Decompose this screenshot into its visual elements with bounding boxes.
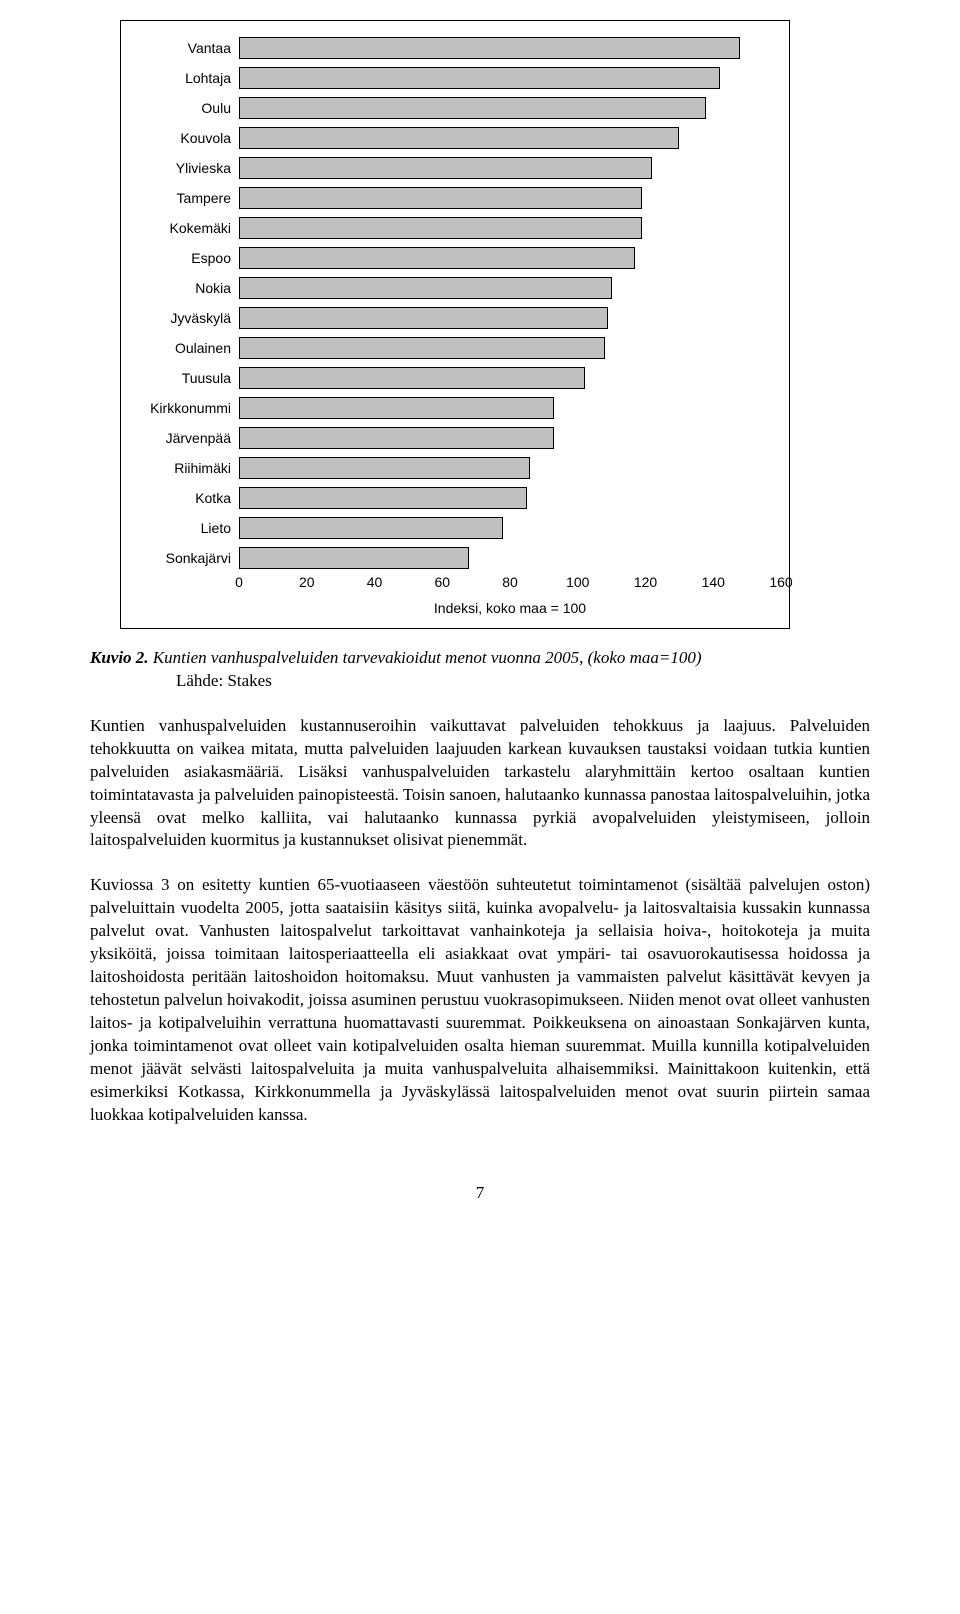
bar-label: Vantaa bbox=[129, 33, 231, 63]
x-tick: 0 bbox=[235, 573, 243, 592]
bar-plot bbox=[239, 453, 781, 483]
bar bbox=[239, 517, 503, 539]
bar bbox=[239, 67, 720, 89]
bar-chart: VantaaLohtajaOuluKouvolaYlivieskaTampere… bbox=[120, 20, 790, 629]
bar-row: Tuusula bbox=[129, 363, 781, 393]
bar bbox=[239, 127, 679, 149]
bar-plot bbox=[239, 333, 781, 363]
bar-label: Kouvola bbox=[129, 123, 231, 153]
bar-plot bbox=[239, 33, 781, 63]
bar-plot bbox=[239, 423, 781, 453]
x-tick: 40 bbox=[367, 573, 383, 592]
bar-row: Kirkkonummi bbox=[129, 393, 781, 423]
x-tick: 100 bbox=[566, 573, 589, 592]
bar-label: Riihimäki bbox=[129, 453, 231, 483]
figure-caption: Kuvio 2. Kuntien vanhuspalveluiden tarve… bbox=[90, 647, 870, 693]
bar bbox=[239, 217, 642, 239]
caption-label: Kuvio 2. bbox=[90, 648, 149, 667]
bar-row: Tampere bbox=[129, 183, 781, 213]
bar-label: Jyväskylä bbox=[129, 303, 231, 333]
bar-label: Kokemäki bbox=[129, 213, 231, 243]
x-tick: 80 bbox=[502, 573, 518, 592]
bar bbox=[239, 367, 585, 389]
bar bbox=[239, 427, 554, 449]
bar-plot bbox=[239, 543, 781, 573]
caption-source: Lähde: Stakes bbox=[176, 670, 870, 693]
bar bbox=[239, 277, 612, 299]
x-tick: 160 bbox=[769, 573, 792, 592]
page-number: 7 bbox=[90, 1182, 870, 1205]
x-tick: 140 bbox=[702, 573, 725, 592]
bar-row: Oulainen bbox=[129, 333, 781, 363]
bar-plot bbox=[239, 363, 781, 393]
x-axis: 020406080100120140160 bbox=[239, 573, 781, 595]
bar-plot bbox=[239, 93, 781, 123]
bar-plot bbox=[239, 273, 781, 303]
bar-label: Tuusula bbox=[129, 363, 231, 393]
bar-label: Nokia bbox=[129, 273, 231, 303]
bar-row: Sonkajärvi bbox=[129, 543, 781, 573]
bar-row: Ylivieska bbox=[129, 153, 781, 183]
bar bbox=[239, 487, 527, 509]
bars-area: VantaaLohtajaOuluKouvolaYlivieskaTampere… bbox=[239, 33, 781, 573]
bar bbox=[239, 157, 652, 179]
x-tick: 60 bbox=[434, 573, 450, 592]
bar-row: Espoo bbox=[129, 243, 781, 273]
bar-row: Lohtaja bbox=[129, 63, 781, 93]
bar-label: Kotka bbox=[129, 483, 231, 513]
bar-row: Kotka bbox=[129, 483, 781, 513]
chart-frame: VantaaLohtajaOuluKouvolaYlivieskaTampere… bbox=[120, 20, 790, 629]
bar-label: Oulainen bbox=[129, 333, 231, 363]
bar-plot bbox=[239, 393, 781, 423]
bar bbox=[239, 187, 642, 209]
bar-row: Riihimäki bbox=[129, 453, 781, 483]
bar bbox=[239, 307, 608, 329]
bar-label: Espoo bbox=[129, 243, 231, 273]
bar bbox=[239, 37, 740, 59]
bar-label: Lohtaja bbox=[129, 63, 231, 93]
body-paragraph-2: Kuviossa 3 on esitetty kuntien 65-vuotia… bbox=[90, 874, 870, 1126]
bar-row: Kokemäki bbox=[129, 213, 781, 243]
bar-label: Oulu bbox=[129, 93, 231, 123]
bar-row: Lieto bbox=[129, 513, 781, 543]
bar bbox=[239, 457, 530, 479]
x-axis-label: Indeksi, koko maa = 100 bbox=[239, 595, 781, 628]
x-tick: 20 bbox=[299, 573, 315, 592]
bar bbox=[239, 397, 554, 419]
body-paragraph-1: Kuntien vanhuspalveluiden kustannuseroih… bbox=[90, 715, 870, 853]
bar-row: Oulu bbox=[129, 93, 781, 123]
bar-label: Sonkajärvi bbox=[129, 543, 231, 573]
bar-plot bbox=[239, 213, 781, 243]
bar-row: Jyväskylä bbox=[129, 303, 781, 333]
x-tick: 120 bbox=[634, 573, 657, 592]
bar-label: Tampere bbox=[129, 183, 231, 213]
bar-plot bbox=[239, 303, 781, 333]
bar-plot bbox=[239, 123, 781, 153]
bar-plot bbox=[239, 243, 781, 273]
bar-row: Nokia bbox=[129, 273, 781, 303]
bar-label: Ylivieska bbox=[129, 153, 231, 183]
bar bbox=[239, 337, 605, 359]
bar-row: Vantaa bbox=[129, 33, 781, 63]
bar-label: Järvenpää bbox=[129, 423, 231, 453]
bar bbox=[239, 97, 706, 119]
bar-plot bbox=[239, 483, 781, 513]
bar-row: Kouvola bbox=[129, 123, 781, 153]
bar-plot bbox=[239, 63, 781, 93]
bar-plot bbox=[239, 513, 781, 543]
bar-label: Lieto bbox=[129, 513, 231, 543]
bar-label: Kirkkonummi bbox=[129, 393, 231, 423]
bar-plot bbox=[239, 183, 781, 213]
bar-plot bbox=[239, 153, 781, 183]
bar bbox=[239, 547, 469, 569]
caption-title: Kuntien vanhuspalveluiden tarvevakioidut… bbox=[153, 648, 702, 667]
bar-row: Järvenpää bbox=[129, 423, 781, 453]
bar bbox=[239, 247, 635, 269]
